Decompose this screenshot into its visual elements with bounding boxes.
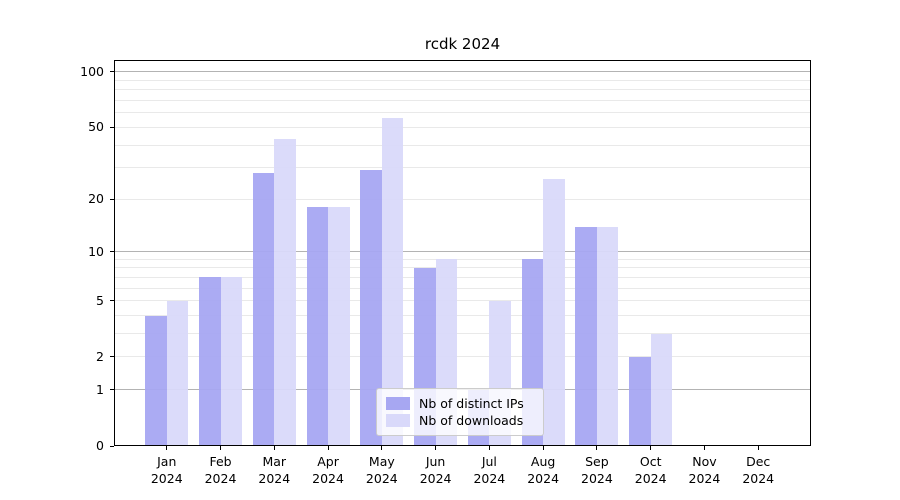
y-tick-mark <box>110 251 114 253</box>
x-tick-label: Apr 2024 <box>312 454 344 486</box>
y-tick-mark <box>110 445 114 447</box>
grid-line-minor <box>114 267 811 269</box>
y-tick-mark <box>110 71 114 73</box>
grid-line-minor <box>114 276 811 278</box>
x-tick-label: May 2024 <box>365 454 398 486</box>
grid-line-minor <box>114 258 811 260</box>
grid-line-minor <box>114 356 811 358</box>
bar-distinct-ips <box>145 315 167 446</box>
y-tick-label: 100 <box>80 63 104 79</box>
grid-line-major <box>114 251 811 253</box>
legend: Nb of distinct IPs Nb of downloads <box>376 388 544 436</box>
legend-swatch-distinct-ips <box>386 397 410 410</box>
x-tick-label: Jul 2024 <box>473 454 506 486</box>
x-tick-mark <box>435 446 437 450</box>
x-tick-label: Feb 2024 <box>204 454 237 486</box>
bar-downloads <box>650 333 673 446</box>
x-tick-label: Aug 2024 <box>527 454 560 486</box>
x-tick-mark <box>596 446 598 450</box>
grid-line-minor <box>114 167 811 169</box>
x-tick-label: Oct 2024 <box>634 454 667 486</box>
grid-line-major <box>114 71 811 73</box>
x-tick-mark <box>650 446 652 450</box>
x-tick-label: Mar 2024 <box>258 454 291 486</box>
grid-line-minor <box>114 198 811 200</box>
grid-line-minor <box>114 315 811 317</box>
legend-item-distinct-ips: Nb of distinct IPs <box>386 395 535 412</box>
x-tick-mark <box>273 446 275 450</box>
x-tick-mark <box>757 446 759 450</box>
x-tick-label: Jun 2024 <box>419 454 452 486</box>
x-tick-mark <box>166 446 168 450</box>
y-tick-mark <box>110 198 114 200</box>
y-tick-mark <box>110 356 114 358</box>
bar-downloads <box>596 226 619 446</box>
x-tick-mark <box>327 446 329 450</box>
grid-line-minor <box>114 144 811 146</box>
x-tick-mark <box>220 446 222 450</box>
bar-distinct-ips <box>306 207 329 446</box>
y-tick-label: 0 <box>96 438 104 453</box>
x-tick-mark <box>542 446 544 450</box>
plot-frame <box>114 60 811 446</box>
x-tick-label: Sep 2024 <box>581 454 613 486</box>
y-tick-label: 10 <box>88 243 104 259</box>
grid-line-minor <box>114 100 811 102</box>
x-tick-label: Dec 2024 <box>742 454 775 486</box>
bar-downloads <box>543 178 565 446</box>
chart-title: rcdk 2024 <box>424 35 501 53</box>
bar-downloads <box>274 139 296 446</box>
grid-line-minor <box>114 79 811 81</box>
y-tick-label: 5 <box>96 292 104 308</box>
bar-downloads <box>328 207 350 446</box>
bar-distinct-ips <box>360 170 382 446</box>
legend-swatch-downloads <box>386 414 410 427</box>
bar-distinct-ips <box>629 356 651 446</box>
legend-label-downloads: Nb of downloads <box>419 413 524 428</box>
y-tick-label: 50 <box>88 119 104 135</box>
legend-label-distinct-ips: Nb of distinct IPs <box>419 396 524 411</box>
x-tick-mark <box>703 446 705 450</box>
x-tick-mark <box>488 446 490 450</box>
legend-item-downloads: Nb of downloads <box>386 412 535 429</box>
grid-line-minor <box>114 287 811 289</box>
bar-downloads <box>166 300 189 446</box>
grid-line-minor <box>114 112 811 114</box>
bar-distinct-ips <box>575 226 597 446</box>
y-tick-mark <box>110 389 114 391</box>
y-tick-label: 2 <box>96 348 104 364</box>
bar-downloads <box>381 118 404 446</box>
x-tick-mark <box>381 446 383 450</box>
y-tick-label: 20 <box>88 191 104 207</box>
grid-line-minor <box>114 126 811 128</box>
grid-line-minor <box>114 89 811 91</box>
grid-line-minor <box>114 300 811 302</box>
bar-distinct-ips <box>252 173 275 446</box>
bar-distinct-ips <box>199 277 221 446</box>
y-tick-mark <box>110 300 114 302</box>
y-tick-mark <box>110 126 114 128</box>
x-tick-label: Nov 2024 <box>688 454 721 486</box>
grid-line-minor <box>114 333 811 335</box>
x-tick-label: Jan 2024 <box>150 454 183 486</box>
y-tick-label: 1 <box>96 381 104 397</box>
bar-downloads <box>220 277 243 446</box>
